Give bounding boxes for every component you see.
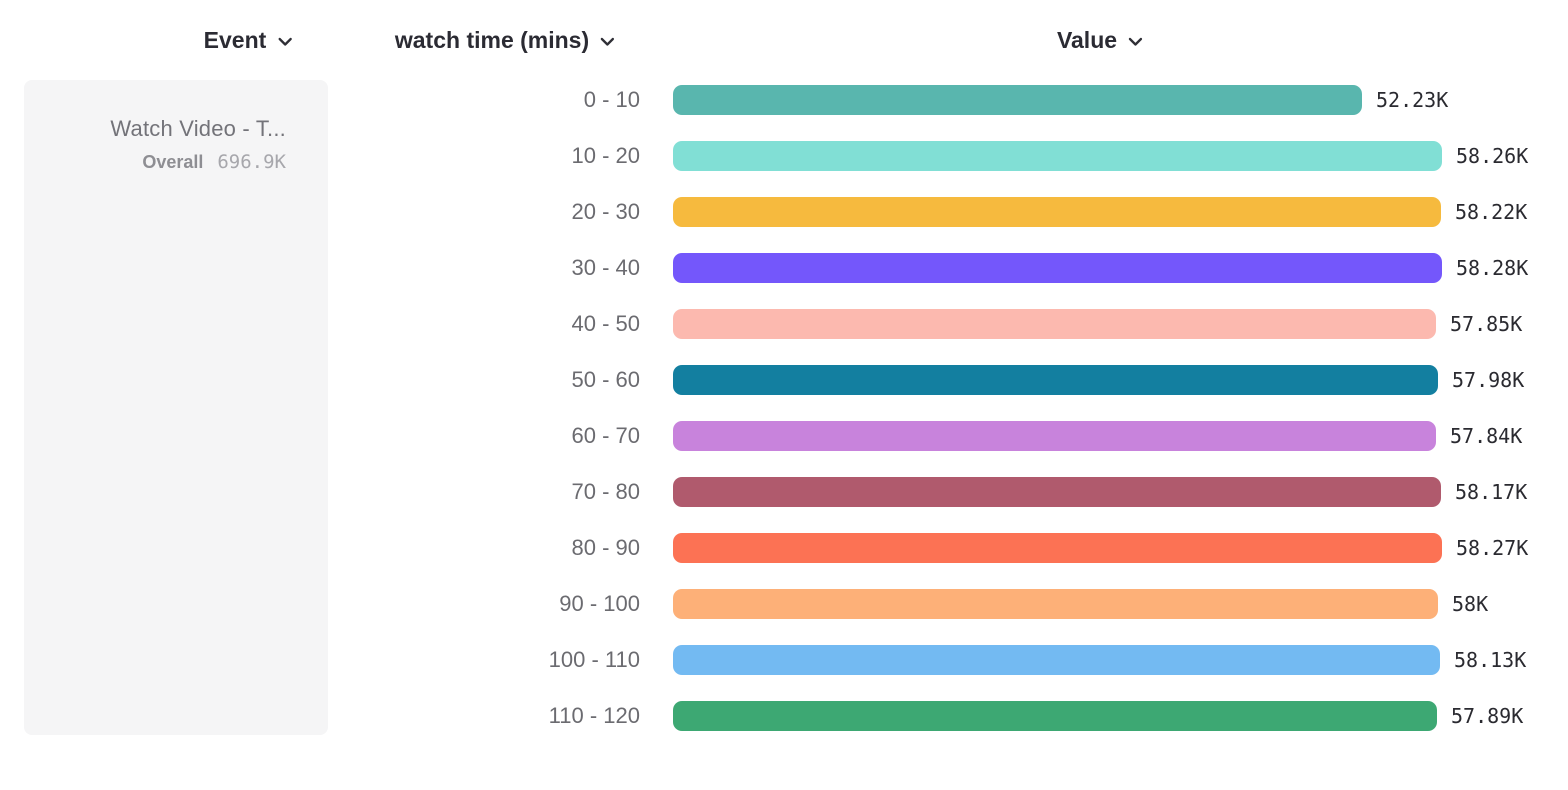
category-label: 20 - 30 bbox=[571, 199, 641, 224]
value-label: 58K bbox=[1452, 592, 1489, 616]
chart-row: 20 - 30 58.22K bbox=[0, 197, 1568, 227]
chart-row: 30 - 40 58.28K bbox=[0, 253, 1568, 283]
event-column-header[interactable]: Event bbox=[204, 27, 293, 54]
event-column-label: Event bbox=[203, 27, 267, 53]
value-label: 58.27K bbox=[1456, 536, 1529, 560]
value-column-label: Value bbox=[1056, 27, 1118, 53]
chart-row: 0 - 10 52.23K bbox=[0, 85, 1568, 115]
bar-segment[interactable] bbox=[673, 589, 1438, 619]
chart-row: 40 - 50 57.85K bbox=[0, 309, 1568, 339]
overall-value: 696.9K bbox=[217, 151, 286, 173]
chevron-down-icon bbox=[278, 37, 292, 46]
bar-segment[interactable] bbox=[673, 645, 1440, 675]
chevron-down-icon bbox=[600, 37, 615, 46]
bar-segment[interactable] bbox=[673, 533, 1442, 563]
value-label: 58.28K bbox=[1456, 256, 1529, 280]
bar-segment[interactable] bbox=[673, 197, 1441, 227]
category-label: 60 - 70 bbox=[571, 423, 641, 448]
chart-row: 90 - 100 58K bbox=[0, 589, 1568, 619]
bar-segment[interactable] bbox=[673, 421, 1436, 451]
event-title: Watch Video - T... bbox=[110, 116, 286, 141]
value-label: 58.26K bbox=[1456, 144, 1529, 168]
overall-label: Overall bbox=[142, 152, 204, 172]
bar-segment[interactable] bbox=[673, 309, 1436, 339]
chart-row: 70 - 80 58.17K bbox=[0, 477, 1568, 507]
value-label: 57.89K bbox=[1451, 704, 1524, 728]
value-label: 58.22K bbox=[1455, 200, 1528, 224]
value-column-header[interactable]: Value bbox=[1057, 27, 1143, 54]
value-label: 58.17K bbox=[1455, 480, 1528, 504]
chart-row: 80 - 90 58.27K bbox=[0, 533, 1568, 563]
category-label: 40 - 50 bbox=[571, 311, 641, 336]
chart-row: 60 - 70 57.84K bbox=[0, 421, 1568, 451]
category-label: 10 - 20 bbox=[571, 143, 641, 168]
event-card[interactable]: Watch Video - T... Overall 696.9K bbox=[24, 80, 328, 735]
bar-segment[interactable] bbox=[673, 365, 1438, 395]
event-card-content: Watch Video - T... Overall 696.9K bbox=[24, 80, 328, 173]
overall-line: Overall 696.9K bbox=[44, 151, 286, 173]
chart-row: 10 - 20 58.26K bbox=[0, 141, 1568, 171]
value-label: 58.13K bbox=[1454, 648, 1527, 672]
value-label: 52.23K bbox=[1376, 88, 1449, 112]
bar-segment[interactable] bbox=[673, 701, 1437, 731]
category-label: 100 - 110 bbox=[548, 647, 640, 672]
category-label: 0 - 10 bbox=[583, 87, 640, 112]
category-label: 70 - 80 bbox=[571, 479, 641, 504]
bar-segment[interactable] bbox=[673, 141, 1442, 171]
chart-row: 50 - 60 57.98K bbox=[0, 365, 1568, 395]
bar-segment[interactable] bbox=[673, 253, 1442, 283]
bar-segment[interactable] bbox=[673, 477, 1441, 507]
value-label: 57.98K bbox=[1452, 368, 1525, 392]
category-label: 30 - 40 bbox=[571, 255, 641, 280]
value-label: 57.85K bbox=[1450, 312, 1523, 336]
bar-segment[interactable] bbox=[673, 85, 1362, 115]
value-label: 57.84K bbox=[1450, 424, 1523, 448]
watch-time-column-header[interactable]: watch time (mins) bbox=[395, 27, 615, 54]
watch-time-column-label: watch time (mins) bbox=[394, 27, 590, 53]
chevron-down-icon bbox=[1128, 37, 1143, 46]
chart-row: 100 - 110 58.13K bbox=[0, 645, 1568, 675]
category-label: 50 - 60 bbox=[571, 367, 641, 392]
category-label: 90 - 100 bbox=[559, 591, 640, 616]
chart-row: 110 - 120 57.89K bbox=[0, 701, 1568, 731]
category-label: 110 - 120 bbox=[548, 703, 640, 728]
category-label: 80 - 90 bbox=[571, 535, 641, 560]
